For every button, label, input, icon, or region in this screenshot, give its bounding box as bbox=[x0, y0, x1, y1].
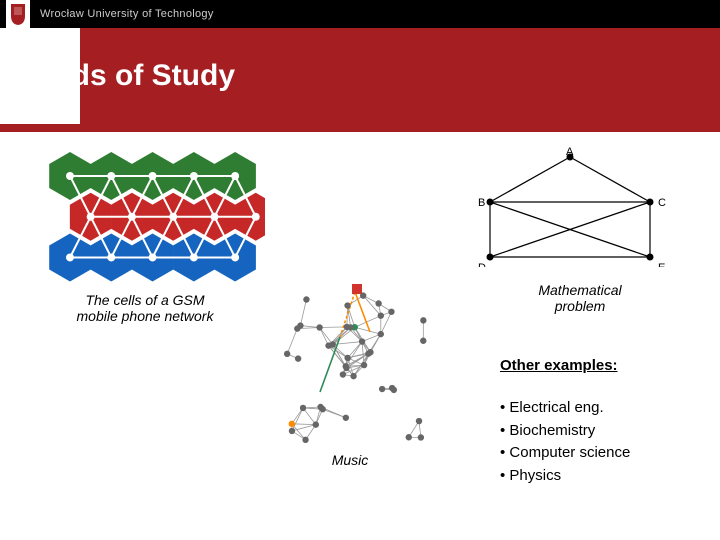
list-item: Computer science bbox=[500, 442, 630, 465]
svg-text:A: A bbox=[566, 147, 574, 158]
university-name: Wrocław University of Technology bbox=[40, 8, 214, 20]
gsm-hex-figure bbox=[45, 152, 265, 282]
math-graph-figure: A B C D E bbox=[470, 147, 670, 267]
svg-text:C: C bbox=[658, 197, 666, 209]
examples-list: Electrical eng. Biochemistry Computer sc… bbox=[500, 397, 630, 487]
svg-text:D: D bbox=[478, 262, 486, 267]
list-item: Biochemistry bbox=[500, 420, 630, 443]
svg-text:E: E bbox=[658, 262, 665, 267]
slide-content: The cells of a GSM mobile phone network … bbox=[0, 132, 720, 540]
music-network-figure bbox=[260, 262, 450, 452]
list-item: Electrical eng. bbox=[500, 397, 630, 420]
top-bar: Wrocław University of Technology bbox=[0, 0, 720, 28]
title-area: Fields of Study bbox=[0, 28, 720, 124]
music-caption: Music bbox=[320, 452, 380, 468]
list-item: Physics bbox=[500, 465, 630, 488]
math-caption: Mathematical problem bbox=[505, 282, 655, 314]
slide-title: Fields of Study bbox=[20, 59, 235, 93]
gsm-caption: The cells of a GSM mobile phone network bbox=[55, 292, 235, 324]
red-strip bbox=[0, 124, 720, 132]
svg-text:B: B bbox=[478, 197, 485, 209]
examples-heading: Other examples: bbox=[500, 357, 618, 374]
university-logo bbox=[6, 0, 30, 28]
